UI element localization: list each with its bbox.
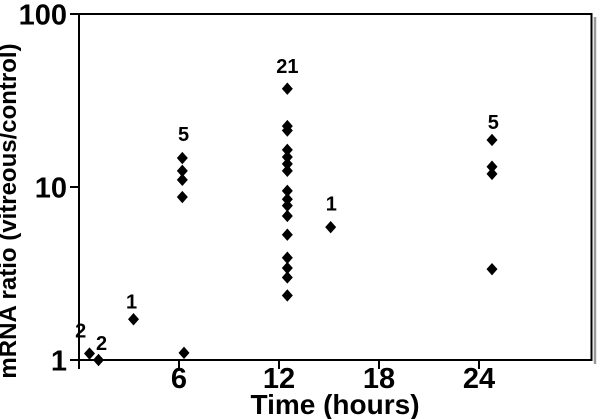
x-axis-tick-label: 18: [363, 363, 395, 395]
data-point-diamond: [176, 173, 188, 187]
data-point-diamond: [176, 151, 188, 165]
data-point-diamond: [281, 199, 293, 212]
cluster-count-label: 2: [75, 321, 86, 343]
data-point-diamond: [281, 261, 293, 275]
x-axis-tick-label: 6: [171, 363, 187, 395]
data-point-diamond: [281, 289, 293, 302]
data-point-diamond: [281, 251, 293, 264]
y-axis-tick-label: 10: [35, 173, 67, 205]
data-point-diamond: [281, 124, 293, 137]
data-point-diamond: [281, 82, 293, 95]
x-axis-title: Time (hours): [250, 389, 419, 419]
plot-frame: [78, 13, 593, 361]
data-point-diamond: [281, 157, 293, 171]
cluster-count-label: 21: [276, 56, 298, 78]
cluster-count-label: 2: [96, 333, 107, 355]
data-point-diamond: [128, 313, 139, 326]
data-point-diamond: [281, 164, 293, 178]
data-point-diamond: [486, 262, 498, 276]
y-axis-tick-label: 100: [19, 0, 67, 32]
data-point-diamond: [176, 190, 188, 204]
data-point-diamond: [84, 347, 95, 360]
data-point-diamond: [176, 164, 188, 178]
data-point-diamond: [281, 209, 293, 223]
data-point-diamond: [281, 193, 293, 206]
data-point-diamond: [486, 167, 498, 181]
cluster-count-label: 5: [488, 112, 499, 134]
y-axis-tick-label: 1: [51, 346, 67, 378]
data-point-diamond: [93, 353, 104, 367]
y-axis-title: mRNA ratio (vitreous/control): [0, 43, 22, 378]
data-point-diamond: [281, 143, 293, 157]
data-point-diamond: [178, 346, 190, 360]
cluster-count-label: 5: [178, 124, 189, 146]
data-point-diamond: [281, 150, 293, 164]
x-axis-tick-label: 24: [463, 363, 495, 395]
cluster-count-label: 1: [326, 193, 337, 215]
data-point-diamond: [325, 220, 337, 234]
data-point-diamond: [281, 184, 293, 198]
data-point-diamond: [281, 228, 293, 241]
x-axis-tick-label: 12: [263, 363, 295, 395]
data-point-diamond: [281, 271, 293, 284]
cluster-count-label: 1: [126, 291, 137, 313]
data-point-diamond: [486, 133, 498, 147]
data-point-diamond: [486, 160, 498, 173]
